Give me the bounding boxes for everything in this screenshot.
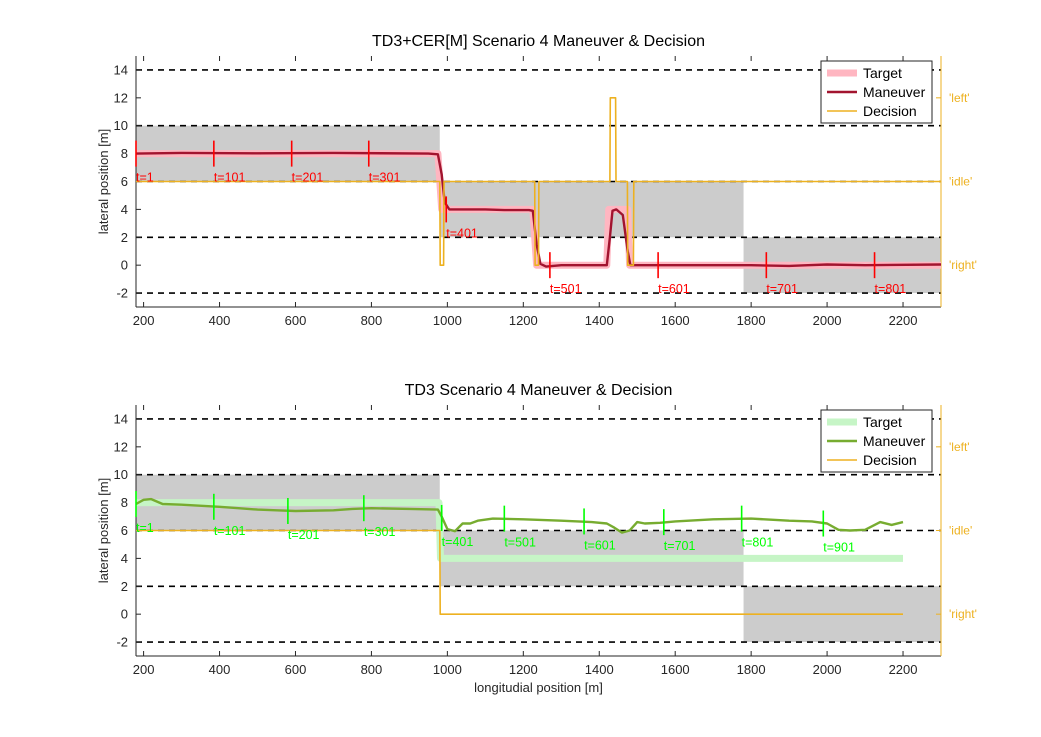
decision-tick-label: 'right' <box>949 607 977 621</box>
y-tick-label: -2 <box>116 635 128 650</box>
x-tick-label: 200 <box>133 313 155 328</box>
decision-tick-label: 'right' <box>949 258 977 272</box>
x-tick-label: 1200 <box>509 662 538 677</box>
y-tick-label: 12 <box>114 439 128 454</box>
top-chart-panel: 200 400 600 800 1000 1200 1400 1600 1800 2000 2200… <box>96 33 977 328</box>
y-tick-label: -2 <box>116 286 128 301</box>
y-tick-label: 2 <box>121 230 128 245</box>
decision-series-line <box>136 97 941 266</box>
x-axis-label: longitudial position [m] <box>474 680 603 695</box>
x-tick-label: 600 <box>285 313 307 328</box>
legend-entry: Maneuver <box>863 433 926 449</box>
y-tick-label: 6 <box>121 174 128 189</box>
legend-entry: Target <box>863 414 902 430</box>
legend-entry: Decision <box>863 103 917 119</box>
x-tick-label: 600 <box>285 662 307 677</box>
y-tick-label: 4 <box>121 551 128 566</box>
y-tick-label: 12 <box>114 90 128 105</box>
time-marker-label: t=601 <box>658 282 690 296</box>
x-tick-label: 800 <box>361 313 383 328</box>
y-tick-label: 8 <box>121 495 128 510</box>
y-tick-label: 2 <box>121 579 128 594</box>
x-tick-label: 1600 <box>661 662 690 677</box>
x-tick-label: 200 <box>133 662 155 677</box>
y-tick-label: 10 <box>114 467 128 482</box>
time-marker-label: t=101 <box>214 171 246 185</box>
time-marker-label: t=701 <box>766 282 798 296</box>
time-marker-label: t=301 <box>364 525 396 539</box>
time-marker-label: t=501 <box>550 282 582 296</box>
time-marker-label: t=301 <box>369 171 401 185</box>
chart-title: TD3 Scenario 4 Maneuver & Decision <box>405 382 673 399</box>
x-tick-label: 1400 <box>585 313 614 328</box>
y-tick-label: 4 <box>121 202 128 217</box>
x-tick-label: 1400 <box>585 662 614 677</box>
y-tick-label: 10 <box>114 118 128 133</box>
y-tick-label: 6 <box>121 523 128 538</box>
legend: Target Maneuver Decision <box>820 409 933 473</box>
x-tick-label: 1000 <box>433 662 462 677</box>
bottom-chart-panel: 200 400 600 800 1000 1200 1400 1600 1800 2000 2200… <box>96 382 977 695</box>
maneuver-series-line <box>135 151 942 268</box>
x-tick-label: 2000 <box>813 662 842 677</box>
x-tick-label: 2200 <box>889 662 918 677</box>
time-marker-label: t=501 <box>504 536 536 550</box>
legend-entry: Decision <box>863 452 917 468</box>
x-tick-label: 800 <box>361 662 383 677</box>
legend-entry: Maneuver <box>863 84 926 100</box>
time-marker-label: t=201 <box>288 528 320 542</box>
time-marker-label: t=701 <box>664 539 696 553</box>
decision-tick-label: 'left' <box>949 91 970 105</box>
time-marker-label: t=601 <box>584 538 616 552</box>
x-tick-label: 1800 <box>737 662 766 677</box>
legend: Target Maneuver Decision <box>820 60 933 124</box>
decision-tick-label: 'idle' <box>949 524 972 538</box>
x-tick-label: 1000 <box>433 313 462 328</box>
decision-series-line <box>136 529 903 615</box>
y-tick-label: 8 <box>121 146 128 161</box>
x-tick-label: 2000 <box>813 313 842 328</box>
maneuver-series-line <box>135 497 904 534</box>
y-tick-label: 14 <box>114 62 128 77</box>
time-marker-label: t=901 <box>823 541 855 555</box>
time-marker-label: t=1 <box>136 171 154 185</box>
x-tick-label: 1200 <box>509 313 538 328</box>
time-marker-label: t=101 <box>214 524 246 538</box>
decision-tick-label: 'idle' <box>949 175 972 189</box>
x-tick-label: 400 <box>209 313 231 328</box>
x-tick-label: 400 <box>209 662 231 677</box>
time-marker-label: t=801 <box>875 282 907 296</box>
y-axis-label: lateral position [m] <box>96 478 111 584</box>
time-marker-label: t=401 <box>446 226 478 240</box>
legend-entry: Target <box>863 65 902 81</box>
time-marker-label: t=201 <box>292 171 324 185</box>
time-marker-label: t=1 <box>136 521 154 535</box>
decision-tick-label: 'left' <box>949 440 970 454</box>
time-marker-label: t=401 <box>442 535 474 549</box>
x-tick-label: 2200 <box>889 313 918 328</box>
y-tick-label: 0 <box>121 258 128 273</box>
chart-title: TD3+CER[M] Scenario 4 Maneuver & Decisio… <box>372 33 705 50</box>
y-axis-label: lateral position [m] <box>96 129 111 235</box>
x-tick-label: 1600 <box>661 313 690 328</box>
y-tick-label: 0 <box>121 607 128 622</box>
y-tick-label: 14 <box>114 411 128 426</box>
time-marker-label: t=801 <box>742 536 774 550</box>
x-tick-label: 1800 <box>737 313 766 328</box>
